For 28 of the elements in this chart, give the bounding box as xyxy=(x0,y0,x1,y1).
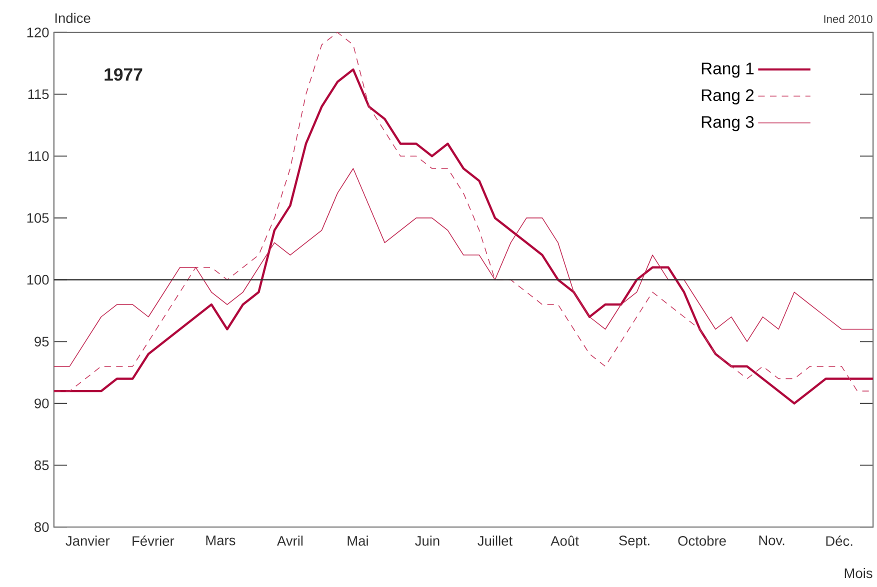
y-tick-label: 110 xyxy=(28,151,49,161)
y-tick-label: 95 xyxy=(34,336,49,346)
x-tick-label: Sept. xyxy=(619,536,650,548)
x-tick-label: Nov. xyxy=(759,536,784,546)
legend-label: Rang 3 xyxy=(702,116,754,132)
x-tick-label: Déc. xyxy=(826,536,852,546)
y-axis-title: Indice xyxy=(55,12,90,23)
x-tick-label: Juin xyxy=(415,536,440,546)
legend-label: Rang 2 xyxy=(702,89,754,104)
x-tick-label: Juillet xyxy=(478,536,512,546)
y-tick-label: 85 xyxy=(34,460,49,470)
y-tick-label: 105 xyxy=(27,213,49,223)
y-tick-label: 90 xyxy=(34,398,49,408)
x-tick-label: Janvier xyxy=(66,536,110,546)
x-tick-label: Octobre xyxy=(678,536,726,546)
y-tick-label: 115 xyxy=(28,89,49,100)
text: 1977 xyxy=(104,68,142,81)
x-tick-label: Mars xyxy=(206,536,236,546)
y-tick-label: 80 xyxy=(34,522,49,532)
y-tick-label: 100 xyxy=(27,274,49,285)
x-tick-label: Août xyxy=(550,536,579,546)
legend-label: Rang 1 xyxy=(702,62,754,78)
y-tick-label: 120 xyxy=(27,28,49,38)
x-tick-label: Avril xyxy=(276,536,303,546)
text: Ined 2010 xyxy=(824,14,872,23)
x-tick-label: Mai xyxy=(348,536,368,546)
x-axis-title: Mois xyxy=(844,568,872,578)
x-tick-label: Février xyxy=(132,536,174,546)
